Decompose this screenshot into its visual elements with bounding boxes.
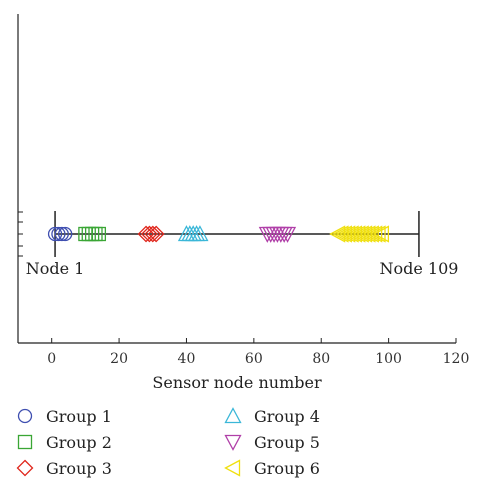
data-point [147,225,165,243]
legend-marker [224,459,241,477]
series-6 [329,225,390,243]
series-5 [258,226,297,243]
legend-marker [224,407,242,424]
x-tick-label: 120 [443,351,470,367]
x-tick-label: 40 [178,351,196,367]
series-3 [137,225,165,243]
legend-label: Group 3 [46,458,112,478]
annotations: Node 1 Node 109 [26,259,459,278]
legend-marker-icon [224,434,242,451]
markers [47,225,390,243]
legend-label: Group 1 [46,406,112,426]
series-1 [47,226,73,242]
legend-marker [17,408,33,424]
annotation-node-end: Node 109 [379,259,458,278]
data-point [278,226,297,243]
data-point [369,225,386,243]
data-point [140,225,158,243]
legend-item: Group 6 [222,457,320,479]
legend-label: Group 2 [46,432,112,452]
x-tick-label: 80 [312,351,330,367]
legend-marker-icon [224,407,242,424]
data-point [366,225,383,243]
legend-item: Group 3 [14,457,112,479]
data-point [47,226,63,242]
legend-item: Group 2 [14,431,112,453]
legend-item: Group 5 [222,431,320,453]
legend-marker-icon [17,408,33,424]
x-tick-label: 100 [375,351,402,367]
legend-label: Group 5 [254,432,320,452]
data-point [91,226,107,242]
data-point [191,225,209,242]
annotation-node-start: Node 1 [26,259,85,278]
data-point [54,226,69,242]
legend-marker [16,459,34,477]
legend: Group 1 Group 2 Group 3 Group 4 Group 5 Group… [14,405,474,495]
legend-marker [224,434,242,451]
x-tick-label: 20 [110,351,128,367]
x-tick-label: 60 [245,351,263,367]
data-point [362,225,379,243]
series-4 [177,225,209,242]
x-ticks: 0 20 40 60 80 100 120 [47,338,469,367]
legend-marker-icon [17,434,33,450]
x-axis-label: Sensor node number [152,373,322,392]
legend-marker-icon [224,459,241,477]
data-point [58,226,73,242]
scatter-plot: 0 20 40 60 80 100 120 Node 1 Node 109 Sensor no… [17,14,469,392]
legend-marker [17,434,33,450]
x-tick-label: 0 [47,351,56,367]
series-2 [78,226,107,242]
legend-marker-icon [16,459,34,477]
legend-label: Group 6 [254,458,320,478]
data-point [51,226,66,242]
legend-item: Group 1 [14,405,112,427]
data-point [373,225,390,243]
data-point [144,225,162,243]
legend-item: Group 4 [222,405,320,427]
legend-label: Group 4 [254,406,320,426]
axes [17,14,456,344]
